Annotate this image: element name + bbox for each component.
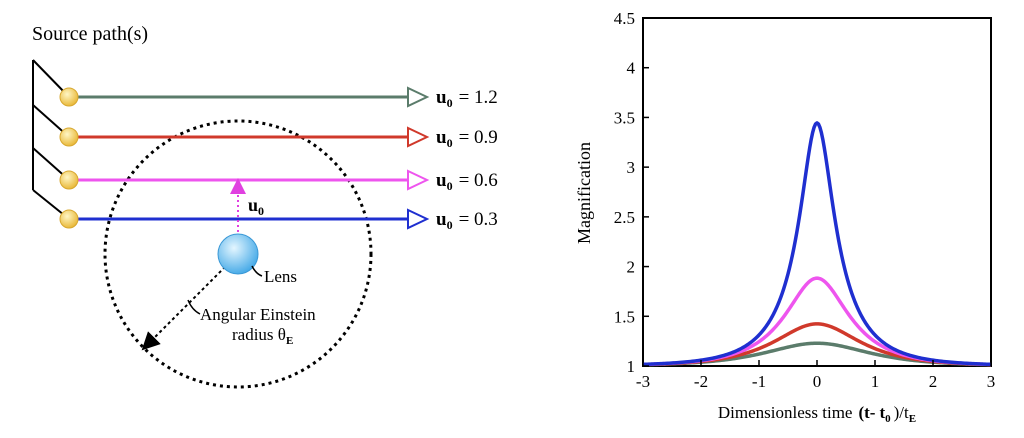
path-arrowhead bbox=[407, 208, 430, 230]
path-arrowhead bbox=[407, 86, 430, 108]
magnification-curve-3 bbox=[642, 276, 992, 367]
x-tick-label: 1 bbox=[871, 372, 880, 391]
y-tick-label: 1.5 bbox=[614, 307, 635, 326]
einstein-leader bbox=[187, 299, 201, 315]
curves-layer bbox=[642, 121, 992, 367]
einstein-label-line1: Angular Einstein bbox=[200, 305, 316, 324]
magnification-chart: -3 -2 -1 0 1 2 3 1 1.5 2 2.5 3 3.5 4 4.5 Magnificatio… bbox=[574, 9, 995, 425]
source-star bbox=[59, 209, 79, 229]
x-tick-label: 2 bbox=[929, 372, 938, 391]
y-tick-label: 1 bbox=[627, 357, 636, 376]
lensing-geometry-panel: Source path(s) u0 = 1.2 u0 = 0.9 u0 = 0.6 u… bbox=[32, 23, 498, 389]
source-star bbox=[59, 170, 79, 190]
y-axis-ticks: 1 1.5 2 2.5 3 3.5 4 4.5 bbox=[614, 9, 649, 376]
y-axis-label: Magnification bbox=[574, 142, 594, 244]
x-tick-label: -3 bbox=[636, 372, 650, 391]
y-tick-label: 2.5 bbox=[614, 208, 635, 227]
source-paths-title: Source path(s) bbox=[32, 23, 148, 45]
y-tick-label: 3 bbox=[627, 158, 636, 177]
path-arrowhead bbox=[407, 126, 430, 148]
x-tick-label: 0 bbox=[813, 372, 822, 391]
lens-leader bbox=[251, 265, 263, 277]
u0-label-2: u0 = 0.9 bbox=[436, 127, 498, 150]
impact-parameter-label: u0 bbox=[248, 195, 264, 218]
y-tick-label: 4 bbox=[627, 59, 636, 78]
u0-label-1: u0 = 1.2 bbox=[436, 87, 498, 110]
u0-label-3: u0 = 0.6 bbox=[436, 170, 498, 193]
source-star bbox=[59, 87, 79, 107]
plot-frame bbox=[642, 17, 992, 367]
x-axis-label: Dimensionless time (t-t0)/tE bbox=[718, 403, 916, 425]
lens-sphere bbox=[217, 233, 259, 275]
source-connector bbox=[32, 59, 70, 220]
magnification-curve-4 bbox=[642, 121, 992, 367]
x-tick-label: 3 bbox=[987, 372, 996, 391]
lens-label: Lens bbox=[264, 267, 297, 286]
y-tick-label: 4.5 bbox=[614, 9, 635, 28]
x-tick-label: -2 bbox=[694, 372, 708, 391]
u0-label-4: u0 = 0.3 bbox=[436, 209, 498, 232]
y-tick-label: 3.5 bbox=[614, 108, 635, 127]
x-axis-ticks: -3 -2 -1 0 1 2 3 bbox=[636, 360, 995, 391]
source-star bbox=[59, 127, 79, 147]
x-tick-label: -1 bbox=[752, 372, 766, 391]
einstein-ring bbox=[103, 119, 373, 389]
einstein-label-line2: radius θE bbox=[232, 325, 293, 347]
path-arrowhead bbox=[407, 169, 430, 191]
y-tick-label: 2 bbox=[627, 258, 636, 277]
